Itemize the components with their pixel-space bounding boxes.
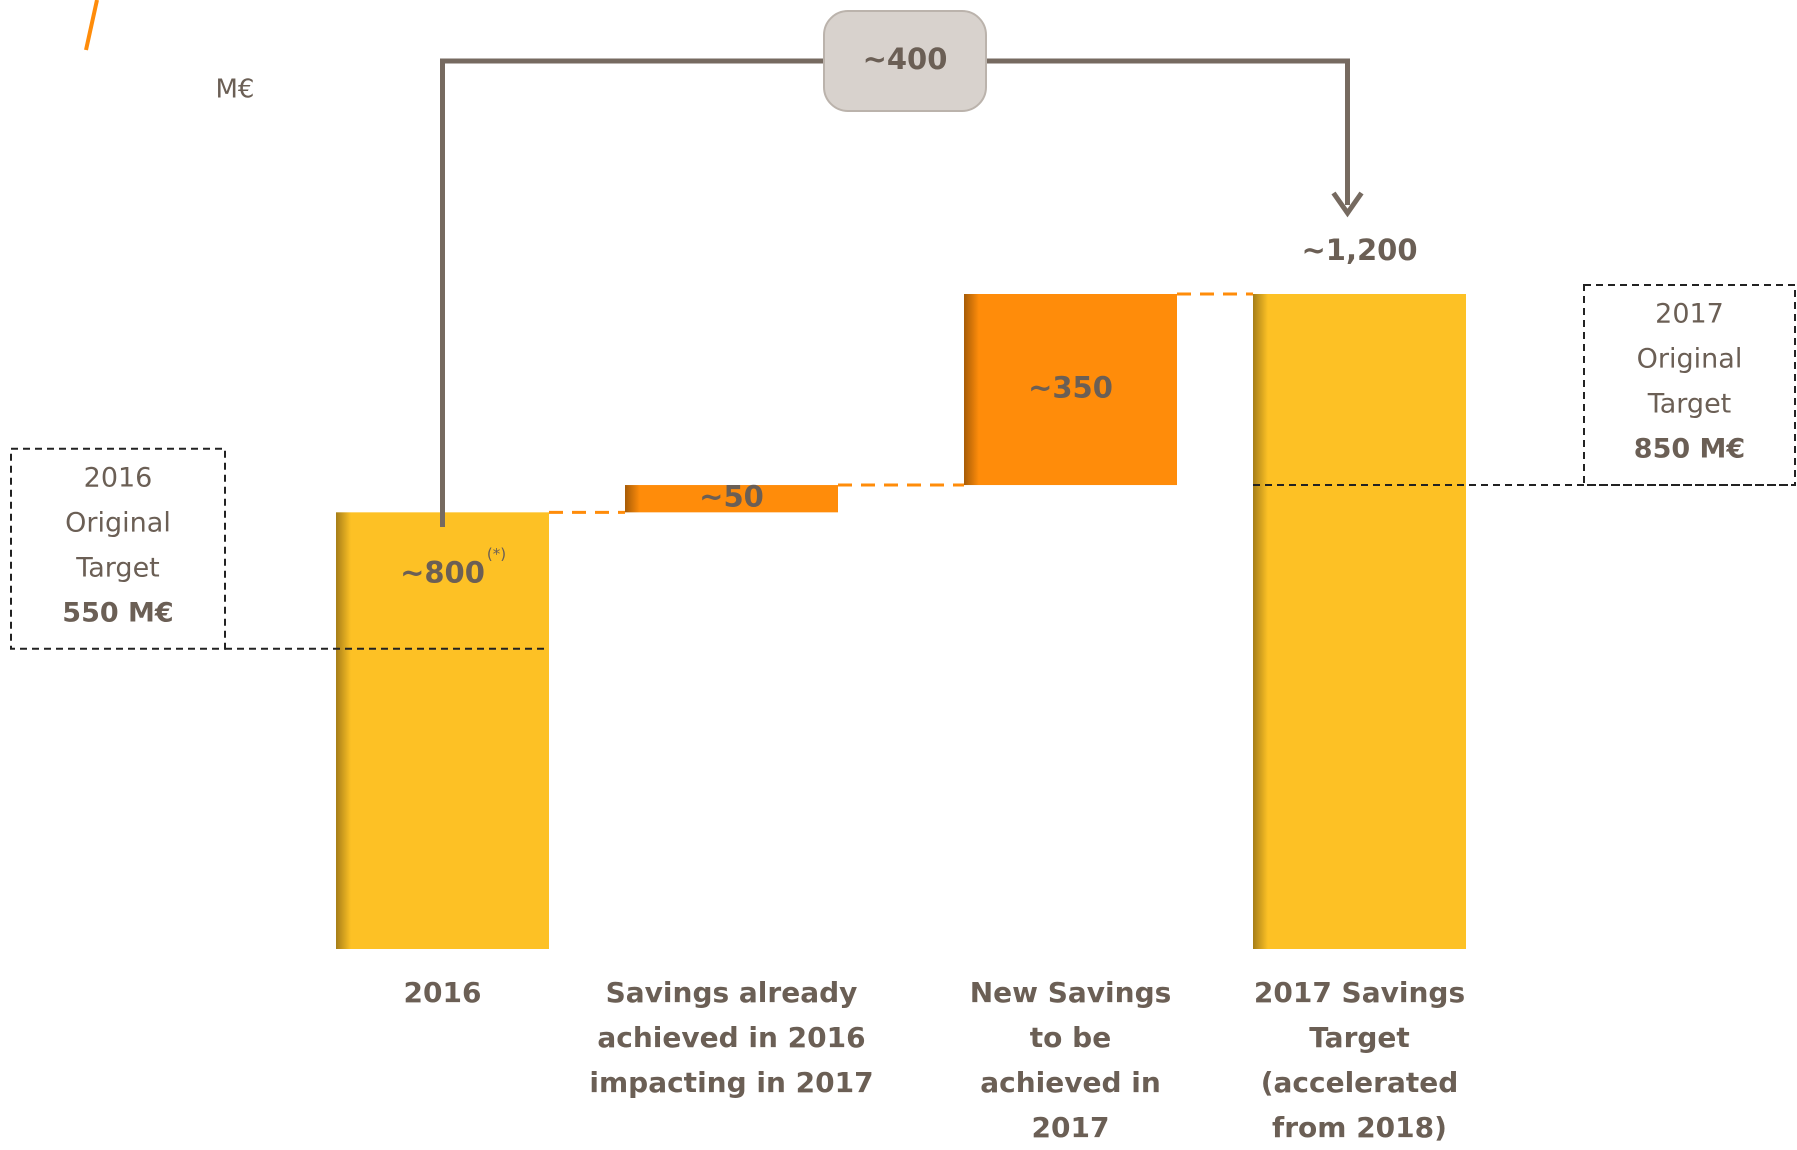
target-text: Original — [65, 507, 171, 538]
category-label: 2017 Savings Target (accelerated from 20… — [1253, 976, 1466, 1144]
category-label: Savings already achieved in 2016 impacti… — [589, 976, 874, 1099]
bracket-label: ~400 — [863, 42, 948, 76]
target-text: Target — [75, 552, 160, 583]
target-text: Target — [1647, 389, 1732, 420]
footnote-mark: (*) — [487, 545, 506, 563]
bar-shade — [1253, 294, 1466, 949]
target-value: 850 M€ — [1634, 434, 1745, 465]
target-box — [10, 447, 226, 650]
bracket-pill — [823, 10, 987, 112]
target-text: 2017 — [1655, 299, 1724, 330]
value-label: ~1,200 — [1301, 233, 1417, 267]
unit-label: M€ — [216, 75, 255, 105]
target-text: 2016 — [84, 462, 153, 493]
bar-shade — [625, 485, 838, 513]
bar-shade — [336, 512, 549, 949]
value-label: ~800 — [400, 555, 485, 589]
category-label: 2016 — [403, 976, 482, 1009]
category-label: New Savings to be achieved in 2017 — [969, 976, 1172, 1144]
value-label: ~50 — [699, 480, 764, 514]
bar-shade — [964, 294, 1177, 486]
value-label: ~350 — [1028, 371, 1113, 405]
target-text: Original — [1637, 344, 1743, 375]
target-value: 550 M€ — [62, 597, 173, 628]
bracket-arrow — [1331, 191, 1364, 218]
decor-slash — [84, 0, 99, 51]
